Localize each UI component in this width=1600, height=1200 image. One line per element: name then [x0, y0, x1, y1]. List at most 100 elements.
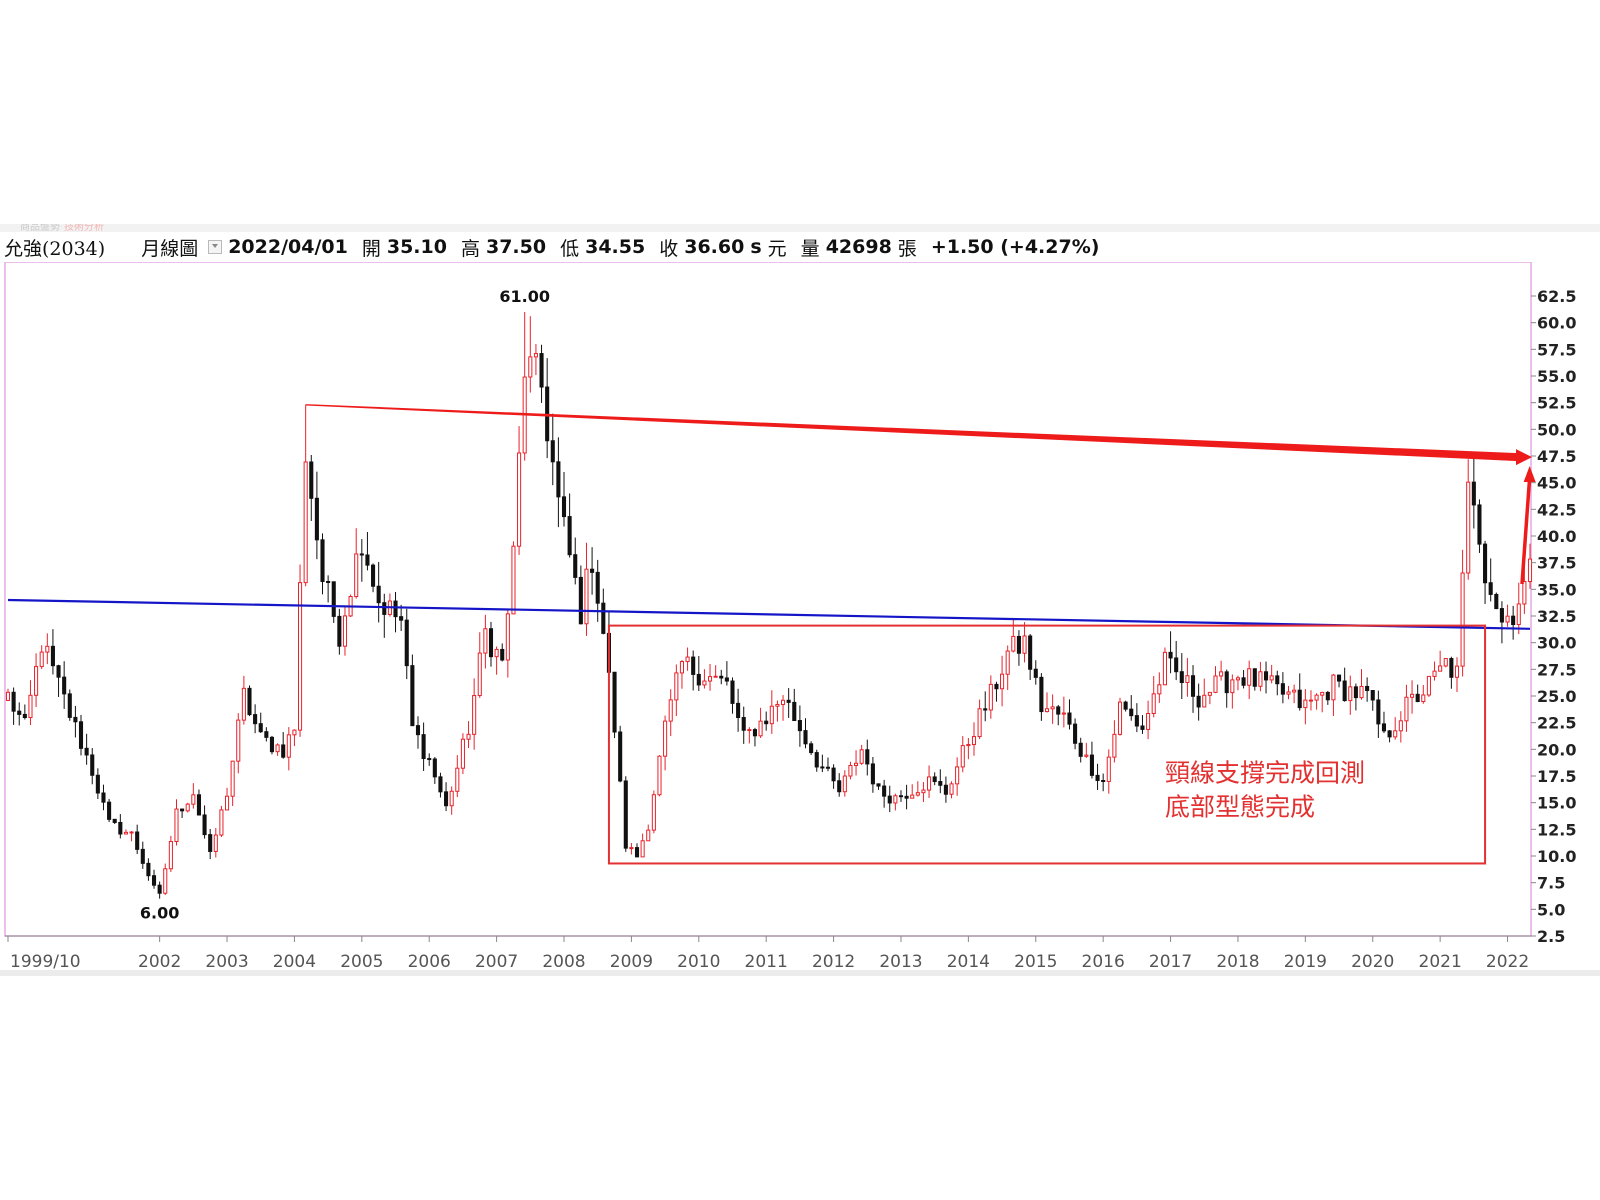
candle-body: [1331, 674, 1336, 701]
candle-body: [1230, 679, 1235, 694]
app-tab-market[interactable]: 商品盤勢: [20, 224, 60, 232]
candle-body: [1011, 635, 1016, 652]
annotation-text-line: 頸線支撐完成回測: [1165, 758, 1365, 787]
candle-body: [1033, 668, 1038, 678]
x-tick-label: 2003: [205, 952, 248, 972]
candle-body: [528, 356, 533, 378]
candle-body: [224, 795, 230, 811]
y-tick-label: 47.5: [1537, 447, 1576, 466]
candle-body: [960, 745, 965, 768]
candle-body: [1365, 685, 1370, 691]
x-tick-label: 2007: [475, 952, 518, 972]
chart-area[interactable]: 61.00 6.00 頸線支撐完成回測 底部型態完成 62.5 60.0 57.5 55.0…: [0, 261, 1600, 978]
candle-body: [309, 461, 314, 499]
candle-body: [1095, 774, 1100, 782]
candle-body: [707, 676, 713, 682]
candle-body: [371, 564, 376, 587]
candle-body: [1101, 780, 1106, 783]
close-value: 36.60: [684, 236, 745, 258]
candle-body: [67, 693, 72, 718]
high-label: 高: [460, 237, 480, 260]
candle-body: [118, 821, 123, 835]
app-tab-technical[interactable]: 技術分析: [64, 224, 104, 232]
candle-body: [646, 829, 651, 842]
stock-name: 允強(2034): [4, 237, 106, 260]
bottom-pattern-box: [607, 624, 1487, 865]
candle-body: [848, 764, 853, 777]
candle-body: [809, 743, 814, 754]
candle-body: [22, 713, 27, 719]
y-tick-label: 12.5: [1537, 820, 1576, 839]
candle-body: [1337, 674, 1342, 682]
candle-body: [876, 783, 881, 787]
bottom-scrollbar[interactable]: [0, 970, 1600, 976]
x-tick-label: 2008: [542, 952, 585, 972]
candle-body: [578, 576, 583, 625]
candle-body: [1488, 582, 1493, 595]
candle-body: [331, 581, 336, 617]
period-selector-label[interactable]: 月線圖: [141, 237, 199, 260]
candle-body: [1292, 689, 1297, 693]
candle-body: [629, 847, 634, 850]
candle-body: [1005, 650, 1010, 675]
candle-body: [955, 766, 960, 785]
candle-body: [1370, 689, 1375, 701]
y-tick-label: 55.0: [1537, 367, 1576, 386]
candle-body: [573, 554, 578, 578]
candle-body: [1421, 694, 1426, 703]
candle-body: [550, 440, 555, 463]
candle-body: [949, 783, 954, 795]
candle-body: [679, 661, 684, 674]
candle-body: [376, 585, 381, 604]
candle-body: [421, 734, 426, 760]
y-tick-label: 42.5: [1537, 500, 1576, 519]
candle-body: [561, 496, 567, 518]
low-label: 低: [560, 237, 580, 260]
x-tick-label: 2002: [138, 952, 181, 972]
candle-body: [994, 683, 999, 690]
candle-body: [623, 780, 628, 849]
x-tick-label: 2012: [812, 952, 855, 972]
candle-body: [1174, 657, 1179, 673]
period-dropdown-icon[interactable]: [208, 240, 223, 254]
candle-body: [1275, 675, 1280, 685]
candle-body: [292, 729, 297, 736]
candle-body: [297, 582, 303, 731]
candle-body: [1190, 675, 1196, 697]
candle-body: [73, 716, 78, 723]
candle-body: [382, 602, 387, 615]
candle-body: [1168, 651, 1173, 659]
candle-body: [157, 884, 162, 894]
app-tab-strip: 商品盤勢 技術分析: [0, 224, 1600, 232]
candle-body: [1213, 675, 1218, 693]
candle-body: [915, 792, 920, 796]
candle-body: [107, 801, 112, 820]
candle-body: [1106, 756, 1111, 782]
candle-body: [78, 721, 84, 749]
candle-body: [764, 720, 769, 725]
candle-body: [657, 755, 662, 796]
candle-body: [1348, 686, 1353, 702]
y-tick-label: 45.0: [1537, 474, 1576, 493]
candle-body: [938, 781, 943, 786]
candle-body: [1297, 689, 1302, 709]
candle-body: [780, 699, 786, 705]
candle-body: [786, 699, 791, 703]
candle-body: [1157, 684, 1162, 695]
candle-body: [1022, 635, 1027, 654]
candle-body: [95, 774, 100, 794]
candle-body: [219, 809, 224, 836]
candle-body: [1028, 635, 1033, 670]
candle-body: [927, 776, 932, 791]
y-tick-label: 17.5: [1537, 767, 1576, 786]
candle-body: [202, 814, 207, 836]
candle-body: [1483, 543, 1488, 584]
candle-body: [236, 719, 241, 762]
candle-body: [803, 730, 808, 745]
candle-body: [1280, 683, 1285, 695]
candle-body: [1117, 701, 1123, 735]
candle-body: [230, 760, 235, 797]
candle-body: [1123, 701, 1128, 710]
candle-body: [326, 580, 331, 583]
